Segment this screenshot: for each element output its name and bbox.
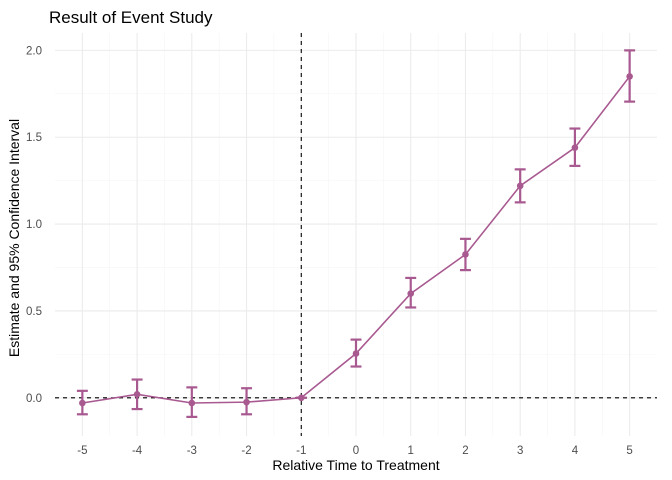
y-tick-label: 1.5 <box>26 132 42 144</box>
estimate-point <box>79 399 86 407</box>
y-tick-label: 0.5 <box>26 306 42 318</box>
chart-title: Result of Event Study <box>49 8 213 27</box>
x-axis-ticks: -5 -4 -3 -2 -1 0 1 2 3 4 5 <box>77 445 633 457</box>
x-tick-label: 4 <box>572 445 579 457</box>
x-tick-label: 3 <box>517 445 523 457</box>
reference-lines <box>55 33 657 436</box>
estimate-point <box>188 399 196 407</box>
x-tick-label: -4 <box>132 445 143 457</box>
y-tick-label: 0.0 <box>26 393 42 405</box>
estimate-point <box>243 398 250 406</box>
y-tick-label: 1.0 <box>26 219 42 231</box>
estimate-point <box>297 394 305 402</box>
estimate-point <box>133 391 141 398</box>
x-tick-label: 5 <box>626 445 632 457</box>
grid <box>55 33 657 436</box>
y-tick-label: 2.0 <box>26 45 42 57</box>
y-axis-title: Estimate and 95% Confidence Interval <box>6 119 22 357</box>
x-axis-title: Relative Time to Treatment <box>272 457 439 473</box>
y-axis-ticks: 0.0 0.5 1.0 1.5 2.0 <box>26 45 42 404</box>
estimate-point <box>352 350 360 357</box>
x-tick-label: 0 <box>353 445 359 457</box>
estimate-point <box>462 251 469 258</box>
x-tick-label: -1 <box>296 445 306 457</box>
x-tick-label: -3 <box>187 445 197 457</box>
estimate-point <box>516 182 524 190</box>
estimate-point <box>571 144 579 151</box>
x-tick-label: -5 <box>77 445 87 457</box>
estimate-point <box>626 73 633 80</box>
series-estimate <box>76 49 636 418</box>
x-tick-label: 2 <box>462 445 468 457</box>
x-tick-label: 1 <box>408 445 414 457</box>
estimate-point <box>407 290 415 297</box>
x-tick-label: -2 <box>241 445 251 457</box>
